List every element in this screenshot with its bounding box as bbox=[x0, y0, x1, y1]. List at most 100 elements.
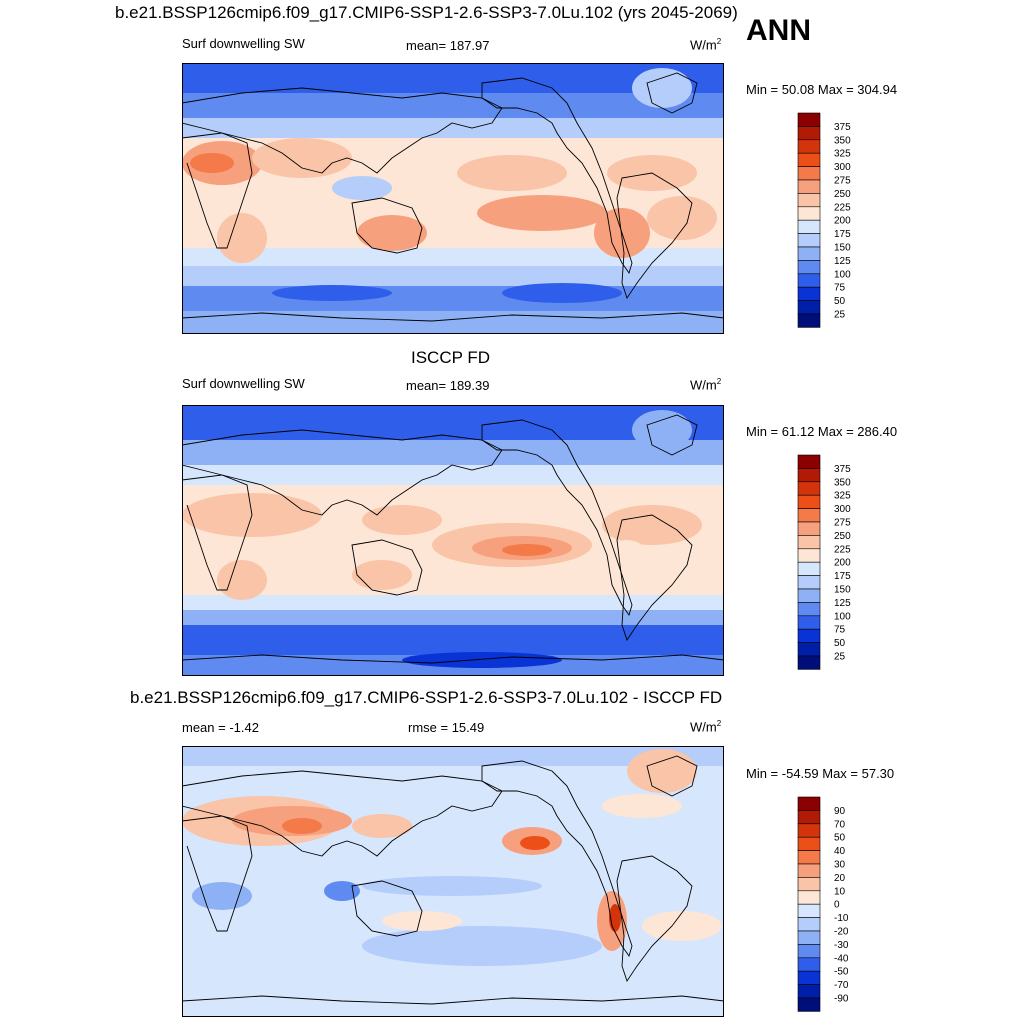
colorbar-tick-label: 125 bbox=[834, 598, 851, 609]
colorbar-swatch bbox=[797, 850, 821, 865]
colorbar-swatch bbox=[797, 628, 821, 643]
panel-1-title: b.e21.BSSP126cmip6.f09_g17.CMIP6-SSP1-2.… bbox=[115, 3, 738, 22]
colorbar-tick-label: 375 bbox=[834, 464, 851, 475]
panel-1-map bbox=[182, 63, 724, 334]
colorbar-tick-label: 275 bbox=[834, 518, 851, 529]
colorbar-swatch bbox=[797, 944, 821, 959]
panel-3-title: b.e21.BSSP126cmip6.f09_g17.CMIP6-SSP1-2.… bbox=[130, 688, 723, 707]
colorbar-swatch bbox=[797, 260, 821, 275]
colorbar-swatch bbox=[797, 957, 821, 972]
colorbar-swatch bbox=[797, 863, 821, 878]
panel-2-colorbar: 375 350 325 300 275 250 225 200 175 150 125 100 75 50… bbox=[797, 454, 851, 670]
colorbar-swatch bbox=[797, 273, 821, 288]
panel-3-rmse-label: rmse = 15.49 bbox=[408, 720, 485, 735]
panel-2-map bbox=[182, 405, 724, 676]
panel-3-minmax: Min = -54.59 Max = 57.30 bbox=[746, 766, 895, 781]
colorbar-tick-label: 250 bbox=[834, 189, 851, 200]
colorbar-tick-label: 25 bbox=[834, 652, 846, 663]
colorbar-tick-label: 200 bbox=[834, 558, 851, 569]
colorbar-swatch bbox=[797, 206, 821, 221]
colorbar-swatch bbox=[797, 930, 821, 945]
colorbar-swatch bbox=[797, 286, 821, 301]
colorbar-tick-label: -70 bbox=[834, 980, 849, 991]
colorbar-swatch bbox=[797, 454, 821, 469]
colorbar-swatch bbox=[797, 642, 821, 657]
colorbar-tick-label: 20 bbox=[834, 873, 846, 884]
colorbar-tick-label: 90 bbox=[834, 806, 846, 817]
panel-3-units: W/m2 bbox=[690, 719, 722, 735]
colorbar-tick-label: -10 bbox=[834, 913, 849, 924]
colorbar-tick-label: 175 bbox=[834, 571, 851, 582]
panel-1-units: W/m2 bbox=[690, 37, 722, 53]
colorbar-swatch bbox=[797, 246, 821, 261]
colorbar-swatch bbox=[797, 126, 821, 141]
colorbar-tick-label: 375 bbox=[834, 122, 851, 133]
colorbar-tick-label: -50 bbox=[834, 967, 849, 978]
colorbar-tick-label: 325 bbox=[834, 491, 851, 502]
colorbar-swatch bbox=[797, 193, 821, 208]
colorbar-swatch bbox=[797, 997, 821, 1012]
colorbar-tick-label: -40 bbox=[834, 953, 849, 964]
colorbar-swatch bbox=[797, 575, 821, 590]
colorbar-tick-label: 200 bbox=[834, 216, 851, 227]
panel-2-mean-label: mean= 189.39 bbox=[406, 378, 490, 393]
season-label: ANN bbox=[746, 14, 811, 47]
colorbar-swatch bbox=[797, 602, 821, 617]
colorbar-tick-label: 100 bbox=[834, 611, 851, 622]
colorbar-swatch bbox=[797, 836, 821, 851]
colorbar-swatch bbox=[797, 508, 821, 523]
colorbar-tick-label: 225 bbox=[834, 544, 851, 555]
colorbar-swatch bbox=[797, 796, 821, 811]
colorbar-tick-label: 150 bbox=[834, 243, 851, 254]
colorbar-tick-label: 75 bbox=[834, 625, 846, 636]
colorbar-swatch bbox=[797, 481, 821, 496]
panel-3-colorbar: 90 70 50 40 30 20 10 0 -10 -20 -30 -40 -50 -70 -90 bbox=[797, 796, 849, 1012]
colorbar-swatch bbox=[797, 166, 821, 181]
colorbar-swatch bbox=[797, 521, 821, 536]
colorbar-swatch bbox=[797, 535, 821, 550]
colorbar-tick-label: 50 bbox=[834, 638, 846, 649]
colorbar-swatch bbox=[797, 903, 821, 918]
colorbar-swatch bbox=[797, 877, 821, 892]
colorbar-tick-label: 40 bbox=[834, 846, 846, 857]
colorbar-swatch bbox=[797, 548, 821, 563]
colorbar-tick-label: 350 bbox=[834, 135, 851, 146]
panel-1-variable-label: Surf downwelling SW bbox=[182, 36, 305, 51]
colorbar-tick-label: 350 bbox=[834, 477, 851, 488]
colorbar-tick-label: 30 bbox=[834, 860, 846, 871]
colorbar-swatch bbox=[797, 615, 821, 630]
colorbar-tick-label: 50 bbox=[834, 833, 846, 844]
colorbar-tick-label: -30 bbox=[834, 940, 849, 951]
colorbar-swatch bbox=[797, 139, 821, 154]
colorbar-tick-label: 0 bbox=[834, 900, 840, 911]
colorbar-tick-label: 250 bbox=[834, 531, 851, 542]
colorbar-swatch bbox=[797, 233, 821, 248]
colorbar-swatch bbox=[797, 561, 821, 576]
panel-2-variable-label: Surf downwelling SW bbox=[182, 376, 305, 391]
colorbar-tick-label: 150 bbox=[834, 585, 851, 596]
colorbar-tick-label: 25 bbox=[834, 310, 846, 321]
colorbar-tick-label: 300 bbox=[834, 504, 851, 515]
panel-3-map bbox=[182, 746, 724, 1017]
panel-3-mean-label: mean = -1.42 bbox=[182, 720, 259, 735]
colorbar-swatch bbox=[797, 823, 821, 838]
colorbar-swatch bbox=[797, 970, 821, 985]
colorbar-swatch bbox=[797, 152, 821, 167]
colorbar-swatch bbox=[797, 494, 821, 509]
colorbar-swatch bbox=[797, 588, 821, 603]
colorbar-swatch bbox=[797, 917, 821, 932]
panel-2-title: ISCCP FD bbox=[411, 348, 491, 367]
colorbar-swatch bbox=[797, 300, 821, 315]
colorbar-tick-label: 70 bbox=[834, 819, 846, 830]
colorbar-tick-label: 75 bbox=[834, 283, 846, 294]
colorbar-swatch bbox=[797, 810, 821, 825]
panel-1-minmax: Min = 50.08 Max = 304.94 bbox=[746, 82, 898, 97]
panel-2-units: W/m2 bbox=[690, 377, 722, 393]
colorbar-swatch bbox=[797, 984, 821, 999]
colorbar-tick-label: 225 bbox=[834, 202, 851, 213]
colorbar-tick-label: 100 bbox=[834, 269, 851, 280]
colorbar-tick-label: 300 bbox=[834, 162, 851, 173]
colorbar-swatch bbox=[797, 655, 821, 670]
panel-1-colorbar: 375 350 325 300 275 250 225 200 175 150 125 100 75 50… bbox=[797, 112, 851, 328]
colorbar-tick-label: 325 bbox=[834, 149, 851, 160]
